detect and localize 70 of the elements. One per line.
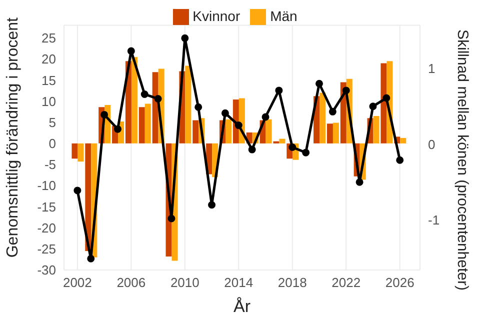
bar (380, 63, 387, 144)
bar (279, 138, 286, 144)
x-tick-label: 2014 (224, 275, 254, 290)
point (208, 201, 216, 209)
point (181, 34, 189, 42)
y-tick-label: 5 (48, 114, 56, 130)
point (221, 109, 229, 117)
legend-label: Män (270, 8, 298, 24)
y-tick-label: 0 (48, 136, 56, 152)
bar (266, 119, 272, 144)
bar (225, 119, 232, 144)
bar (78, 143, 84, 162)
bar (85, 143, 92, 252)
y-tick-label: -10 (37, 178, 56, 194)
bar (192, 120, 199, 144)
point (369, 102, 377, 110)
point (382, 94, 390, 102)
x-tick-label: 2006 (116, 275, 146, 290)
y-tick-label: 25 (42, 30, 56, 46)
y2-axis-title: Skillnad mellan könen (procentenheter) (454, 30, 472, 290)
point (154, 95, 162, 103)
bar (400, 138, 406, 144)
bar (144, 104, 151, 144)
legend-label: Kvinnor (192, 8, 240, 24)
x-tick-label: 2002 (62, 275, 92, 290)
bar (320, 92, 326, 144)
point (127, 47, 135, 55)
bar (72, 143, 78, 159)
bar (152, 72, 158, 144)
y-axis-title: Genomsnittlig förändring i procent (4, 16, 22, 258)
y2-tick-label: -1 (428, 212, 440, 228)
point (262, 113, 270, 121)
point (288, 144, 296, 152)
point (248, 146, 256, 154)
x-tick-label: 2010 (170, 275, 200, 290)
point (356, 178, 364, 186)
y-tick-label: 10 (42, 94, 56, 109)
point (140, 90, 148, 98)
point (114, 125, 122, 133)
point (87, 254, 95, 262)
point (275, 86, 283, 94)
point (234, 122, 242, 130)
y-tick-label: -5 (44, 157, 56, 172)
y-tick-label: -15 (37, 199, 56, 214)
x-tick-label: 2022 (332, 275, 361, 290)
x-tick-label: 2026 (385, 275, 414, 290)
point (342, 86, 350, 94)
y2-tick-label: 1 (428, 61, 436, 76)
point (194, 103, 202, 111)
point (74, 186, 82, 194)
bar (332, 122, 339, 144)
point (396, 156, 404, 164)
point (302, 148, 310, 156)
point (328, 108, 336, 116)
x-tick-label: 2018 (278, 275, 307, 290)
y-tick-label: 20 (42, 52, 56, 67)
bar (138, 107, 145, 144)
bar (373, 116, 380, 144)
point (168, 214, 176, 222)
point (100, 110, 108, 118)
bar (326, 124, 333, 144)
bar (185, 66, 192, 144)
point (315, 80, 323, 88)
y-tick-label: -20 (37, 220, 56, 236)
bar (131, 56, 138, 144)
y-tick-label: -25 (37, 242, 56, 257)
y-tick-label: 15 (42, 72, 56, 88)
y2-tick-label: 0 (428, 136, 436, 152)
x-axis-title: År (234, 297, 251, 316)
y-tick-label: -30 (37, 262, 56, 278)
